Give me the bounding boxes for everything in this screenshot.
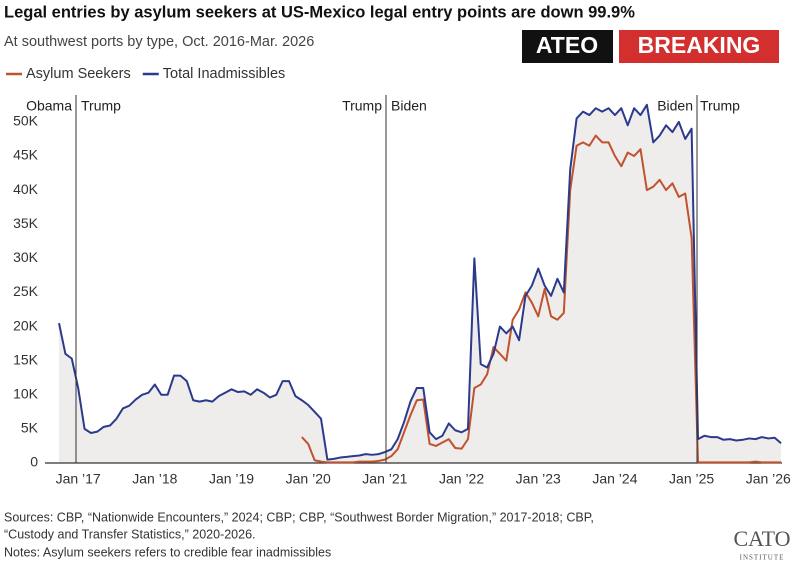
- badge: BREAKING: [638, 32, 761, 58]
- x-tick-label: Jan ’24: [592, 471, 637, 487]
- badge: ATEO: [536, 32, 598, 58]
- x-tick-label: Jan ’18: [132, 471, 177, 487]
- x-tick-label: Jan ’23: [516, 471, 561, 487]
- y-tick-label: 25K: [13, 283, 39, 299]
- x-tick-label: Jan ’19: [209, 471, 254, 487]
- y-tick-label: 5K: [21, 420, 39, 436]
- x-tick-label: Jan ’25: [669, 471, 714, 487]
- plot: [45, 103, 782, 464]
- line: [301, 134, 782, 464]
- notes: Notes: Asylum seekers refers to credible…: [4, 545, 331, 559]
- line: [58, 103, 782, 461]
- y-tick-label: 10K: [13, 385, 39, 401]
- y-tick-label: 30K: [13, 249, 39, 265]
- badge-box: [619, 30, 779, 63]
- x-tick-label: Jan ’22: [439, 471, 484, 487]
- x-tick-label: Jan ’26: [746, 471, 791, 487]
- annotation: Biden: [391, 98, 427, 114]
- chart-title: Legal entries by asylum seekers at US-Me…: [4, 3, 635, 21]
- annotation: Trump: [342, 98, 382, 114]
- y-tick-label: 40K: [13, 181, 39, 197]
- x-tick-label: Jan ’20: [286, 471, 331, 487]
- sources: “Custody and Transfer Statistics,” 2020-…: [4, 527, 256, 541]
- area: [59, 104, 782, 463]
- x-tick-label: Jan ’21: [362, 471, 407, 487]
- y-tick-label: 35K: [13, 215, 39, 231]
- y-tick-label: 50K: [13, 113, 39, 129]
- annotation: Trump: [700, 98, 740, 114]
- annotation: Obama: [26, 98, 72, 114]
- y-tick-label: 0: [30, 454, 38, 470]
- x-tick-label: Jan ’17: [56, 471, 101, 487]
- logo: CATO: [733, 526, 790, 551]
- annotation: Biden: [657, 98, 693, 114]
- y-tick-label: 20K: [13, 317, 39, 333]
- chart-subtitle: At southwest ports by type, Oct. 2016-Ma…: [4, 34, 314, 50]
- logo: INSTITUTE: [740, 554, 785, 562]
- y-tick-label: 45K: [13, 147, 39, 163]
- legend-label: Total Inadmissibles: [163, 66, 286, 82]
- legend-label: Asylum Seekers: [26, 66, 131, 82]
- badge-box: [522, 30, 613, 63]
- annotation: Trump: [81, 98, 121, 114]
- y-tick-label: 15K: [13, 351, 39, 367]
- sources: Sources: CBP, “Nationwide Encounters,” 2…: [4, 510, 594, 524]
